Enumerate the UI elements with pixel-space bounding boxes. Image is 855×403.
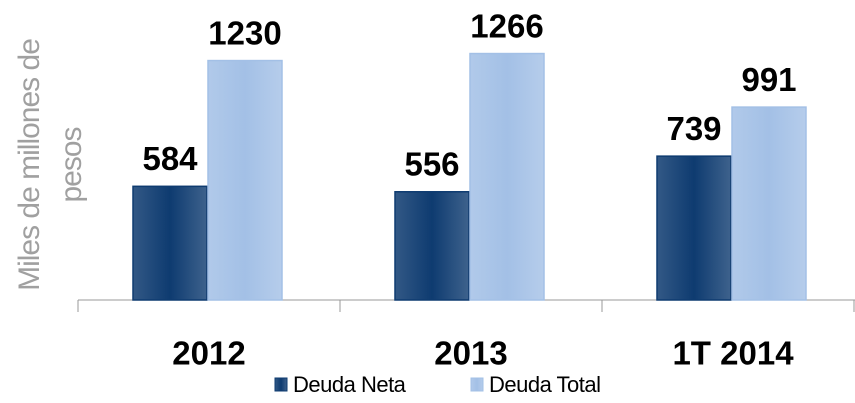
data-label: 739 [666,110,721,147]
data-label: 584 [142,140,198,177]
legend-label: Deuda Neta [293,372,407,397]
legend-swatch [470,377,484,392]
bar [394,191,470,301]
legend-swatch [274,377,288,392]
data-label: 556 [404,145,459,182]
bar [469,52,545,301]
data-label: 1266 [470,7,543,44]
legend-label: Deuda Total [489,372,601,397]
data-label: 991 [741,61,796,98]
x-tick-label: 1T 2014 [672,335,794,372]
bar [132,185,208,301]
bar [731,106,807,301]
x-tick-label: 2012 [172,335,245,372]
data-label: 1230 [208,14,281,51]
bar [656,155,732,301]
bar [207,59,283,301]
x-tick-label: 2013 [434,335,507,372]
